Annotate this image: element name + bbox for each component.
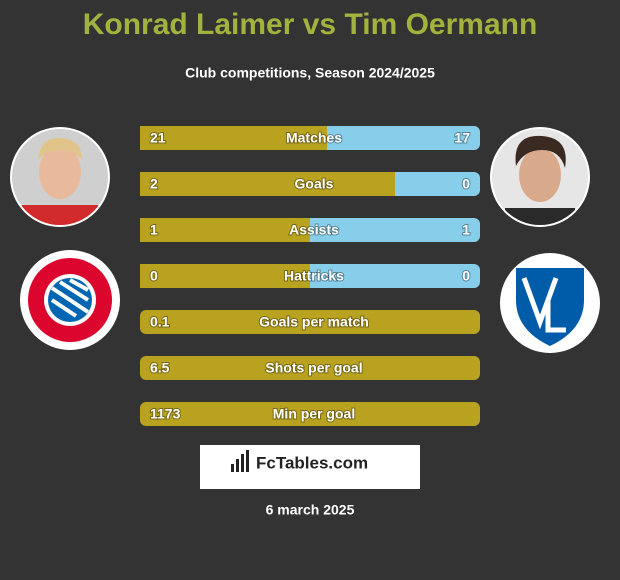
bar-left-cap xyxy=(140,126,148,150)
date: 6 march 2025 xyxy=(266,502,355,518)
stat-right: 17 xyxy=(454,130,470,146)
stat-left: 1173 xyxy=(150,406,181,422)
stat-label: Assists xyxy=(289,222,339,238)
bar-left xyxy=(140,310,480,334)
stat-right: 0 xyxy=(462,176,470,192)
bar-left-cap xyxy=(140,172,148,196)
stat-right: 0 xyxy=(462,268,470,284)
club-right-logo xyxy=(500,253,600,353)
bar-left xyxy=(140,218,310,242)
bar-left xyxy=(140,126,327,150)
stat-label: Shots per goal xyxy=(265,360,362,376)
player-right-photo xyxy=(490,127,590,227)
stat-left: 0.1 xyxy=(150,314,170,330)
stat-left: 21 xyxy=(150,130,166,146)
bar-left xyxy=(140,402,480,426)
stat-left: 0 xyxy=(150,268,158,284)
bar-left xyxy=(140,172,395,196)
bar-left-cap xyxy=(140,264,148,288)
subtitle: Club competitions, Season 2024/2025 xyxy=(185,65,435,81)
brand: FcTables.com xyxy=(256,453,368,472)
stat-left: 6.5 xyxy=(150,360,170,376)
bar-left xyxy=(140,264,310,288)
stat-label: Goals xyxy=(295,176,334,192)
bar-left-cap xyxy=(140,218,148,242)
stat-right: 1 xyxy=(462,222,470,238)
stat-left: 1 xyxy=(150,222,158,238)
title: Konrad Laimer vs Tim Oermann xyxy=(83,8,538,41)
player-left-photo xyxy=(10,127,110,227)
stat-label: Min per goal xyxy=(273,406,355,422)
stat-label: Matches xyxy=(286,130,342,146)
club-left-logo xyxy=(20,250,120,350)
bar-left xyxy=(140,356,480,380)
stat-left: 2 xyxy=(150,176,158,192)
brand-box: FcTables.com xyxy=(200,445,420,489)
stat-label: Goals per match xyxy=(259,314,369,330)
stat-label: Hattricks xyxy=(284,268,344,284)
